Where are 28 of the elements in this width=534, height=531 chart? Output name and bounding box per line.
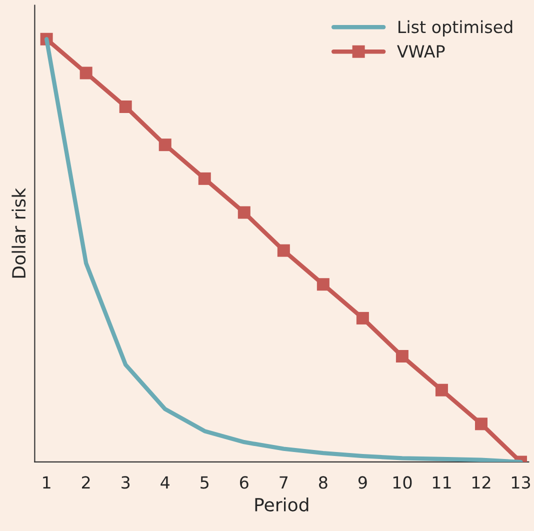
x-tick-label: 5 <box>200 476 208 489</box>
y-axis-title: Dollar risk <box>12 188 26 278</box>
point <box>80 66 92 80</box>
x-tick-label: 12 <box>472 476 490 489</box>
legend-label: List optimised <box>398 20 512 36</box>
x-tick-label: 11 <box>432 476 451 489</box>
x-tick-label: 2 <box>82 476 90 489</box>
x-tick-label: 13 <box>512 476 530 489</box>
x-tick-label: 6 <box>240 476 248 489</box>
point <box>238 206 250 219</box>
point <box>119 100 132 114</box>
x-axis-title: Period <box>255 498 308 512</box>
x-tick-label: 4 <box>160 476 170 489</box>
point <box>435 384 448 396</box>
point <box>198 172 211 185</box>
x-tick-label: 10 <box>393 476 412 489</box>
point <box>396 350 408 363</box>
x-tick-label: 7 <box>280 476 288 489</box>
point <box>158 138 172 152</box>
x-tick-label: 9 <box>358 476 367 489</box>
point <box>474 418 488 430</box>
x-tick-label: 1 <box>43 476 50 489</box>
x-tick-label: 3 <box>122 476 130 489</box>
x-tick-label: 8 <box>319 476 328 489</box>
point <box>277 244 290 257</box>
legend-label: VWAP <box>397 45 445 58</box>
point <box>356 312 369 324</box>
point <box>316 278 330 291</box>
